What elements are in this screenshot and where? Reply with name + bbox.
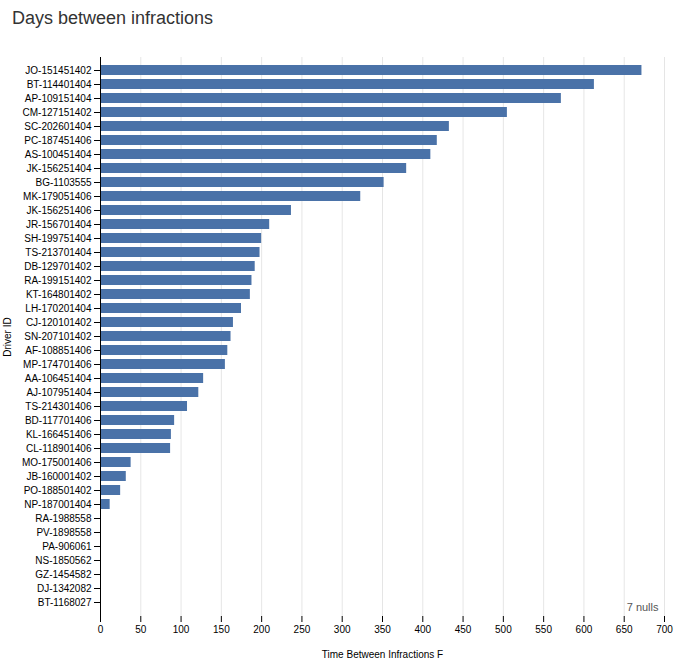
svg-text:PA-906061: PA-906061: [42, 541, 92, 552]
svg-text:650: 650: [616, 624, 633, 635]
svg-text:500: 500: [495, 624, 512, 635]
svg-text:0: 0: [98, 624, 104, 635]
svg-text:150: 150: [213, 624, 230, 635]
svg-text:SN-207101402: SN-207101402: [24, 331, 92, 342]
svg-text:KT-164801402: KT-164801402: [26, 289, 92, 300]
svg-text:MO-175001406: MO-175001406: [22, 457, 92, 468]
svg-text:PV-1898558: PV-1898558: [36, 527, 91, 538]
svg-text:NS-1850562: NS-1850562: [35, 555, 92, 566]
svg-text:BD-117701406: BD-117701406: [25, 415, 92, 426]
svg-text:BG-1103555: BG-1103555: [36, 177, 92, 188]
svg-text:LH-170201404: LH-170201404: [25, 303, 92, 314]
svg-text:7 nulls: 7 nulls: [627, 601, 659, 613]
svg-text:700: 700: [656, 624, 673, 635]
svg-text:KL-166451406: KL-166451406: [26, 429, 92, 440]
svg-text:AA-106451404: AA-106451404: [25, 373, 92, 384]
svg-text:TS-213701404: TS-213701404: [25, 247, 92, 258]
svg-text:200: 200: [253, 624, 270, 635]
svg-text:DB-129701402: DB-129701402: [24, 261, 92, 272]
svg-text:PO-188501402: PO-188501402: [24, 485, 92, 496]
svg-text:CJ-120101402: CJ-120101402: [26, 317, 92, 328]
svg-text:JK-156251406: JK-156251406: [26, 205, 91, 216]
svg-text:50: 50: [135, 624, 147, 635]
svg-text:CM-127151402: CM-127151402: [23, 107, 92, 118]
svg-text:JK-156251404: JK-156251404: [26, 163, 91, 174]
svg-text:DJ-1342082: DJ-1342082: [37, 583, 92, 594]
svg-text:300: 300: [334, 624, 351, 635]
svg-text:AJ-107951404: AJ-107951404: [26, 387, 91, 398]
svg-text:MP-174701406: MP-174701406: [23, 359, 92, 370]
svg-text:400: 400: [414, 624, 431, 635]
svg-text:AS-100451404: AS-100451404: [25, 149, 92, 160]
svg-text:BT-114401404: BT-114401404: [27, 79, 92, 90]
svg-text:JO-151451402: JO-151451402: [25, 65, 92, 76]
svg-text:RA-1988558: RA-1988558: [35, 513, 92, 524]
svg-text:Time Between Infractions F: Time Between Infractions F: [322, 649, 443, 660]
svg-text:GZ-1454582: GZ-1454582: [35, 569, 92, 580]
svg-text:PC-187451406: PC-187451406: [24, 135, 92, 146]
svg-text:Driver ID: Driver ID: [2, 317, 13, 356]
svg-text:TS-214301406: TS-214301406: [25, 401, 92, 412]
svg-text:350: 350: [374, 624, 391, 635]
svg-text:AF-108851406: AF-108851406: [25, 345, 92, 356]
svg-text:MK-179051406: MK-179051406: [23, 191, 92, 202]
svg-text:CL-118901406: CL-118901406: [26, 443, 92, 454]
svg-text:600: 600: [576, 624, 593, 635]
svg-text:JB-160001402: JB-160001402: [26, 471, 91, 482]
svg-text:BT-1168027: BT-1168027: [38, 597, 92, 608]
svg-text:NP-187001404: NP-187001404: [24, 499, 92, 510]
svg-text:SH-199751404: SH-199751404: [24, 233, 92, 244]
html-text:Days between infractions: Days between infractions: [12, 8, 214, 28]
svg-text:SC-202601404: SC-202601404: [24, 121, 92, 132]
svg-text:450: 450: [455, 624, 472, 635]
svg-text:RA-199151402: RA-199151402: [24, 275, 92, 286]
svg-text:JR-156701404: JR-156701404: [26, 219, 92, 230]
svg-text:AP-109151404: AP-109151404: [25, 93, 92, 104]
svg-text:100: 100: [173, 624, 190, 635]
svg-text:250: 250: [294, 624, 311, 635]
svg-text:550: 550: [535, 624, 552, 635]
